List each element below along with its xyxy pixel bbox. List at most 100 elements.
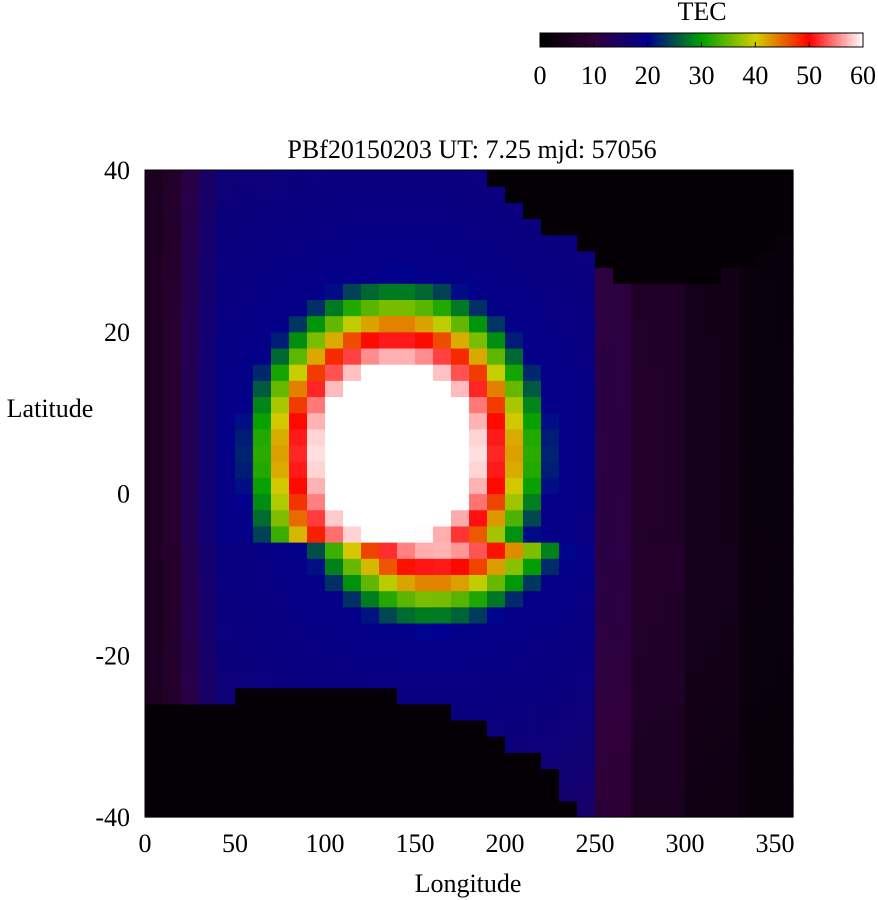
heatmap-cell xyxy=(181,234,200,252)
heatmap-cell xyxy=(379,687,398,705)
heatmap-cell xyxy=(325,800,344,818)
heatmap-cell xyxy=(163,493,182,511)
heatmap-cell xyxy=(703,364,722,381)
heatmap-cell xyxy=(703,736,722,753)
heatmap-cell xyxy=(757,267,776,284)
heatmap-cell xyxy=(343,283,362,300)
heatmap-cell xyxy=(505,768,524,786)
heatmap-cell xyxy=(163,509,182,527)
heatmap-cell xyxy=(541,671,560,689)
heatmap-cell xyxy=(199,347,218,365)
heatmap-cell xyxy=(235,283,254,300)
heatmap-cell xyxy=(487,250,506,268)
heatmap-cell xyxy=(397,461,416,478)
heatmap-cell xyxy=(145,315,164,333)
heatmap-cell xyxy=(487,736,506,753)
heatmap-cell xyxy=(487,719,506,737)
heatmap-cell xyxy=(289,250,308,268)
heatmap-cell xyxy=(325,267,344,284)
heatmap-cell xyxy=(649,768,668,786)
heatmap-cell xyxy=(307,525,326,543)
heatmap-cell xyxy=(451,283,470,300)
heatmap-cell xyxy=(145,444,164,462)
heatmap-cell xyxy=(199,186,218,203)
heatmap-cell xyxy=(595,380,614,398)
heatmap-cell xyxy=(649,574,668,592)
heatmap-cell xyxy=(469,558,488,575)
heatmap-cell xyxy=(253,202,272,220)
heatmap-cell xyxy=(487,493,506,511)
heatmap-cell xyxy=(595,622,614,640)
heatmap-cell xyxy=(397,509,416,527)
heatmap-cell xyxy=(397,736,416,753)
x-tick-label: 200 xyxy=(486,829,525,858)
heatmap-cell xyxy=(487,590,506,608)
heatmap-cell xyxy=(775,784,794,802)
heatmap-cell xyxy=(343,525,362,543)
heatmap-cell xyxy=(595,558,614,575)
heatmap-cell xyxy=(343,331,362,349)
heatmap-cell xyxy=(325,299,344,317)
heatmap-cell xyxy=(541,218,560,236)
heatmap-cell xyxy=(325,671,344,689)
heatmap-cell xyxy=(631,186,650,203)
heatmap-cell xyxy=(217,752,236,770)
colorbar-tick-label: 10 xyxy=(581,61,607,90)
heatmap-cell xyxy=(505,477,524,495)
heatmap-cell xyxy=(289,687,308,705)
heatmap-cell xyxy=(433,477,452,495)
heatmap-cell xyxy=(631,784,650,802)
heatmap-cell xyxy=(685,186,704,203)
heatmap-cell xyxy=(631,606,650,624)
heatmap-cell xyxy=(775,364,794,381)
plot-frame xyxy=(144,169,794,818)
heatmap-cell xyxy=(757,622,776,640)
heatmap-cell xyxy=(667,331,686,349)
heatmap-cell xyxy=(217,558,236,575)
heatmap-cell xyxy=(649,558,668,575)
heatmap-cell xyxy=(685,752,704,770)
heatmap-cell xyxy=(199,606,218,624)
heatmap-cell xyxy=(181,461,200,478)
heatmap-cell xyxy=(181,186,200,203)
heatmap-cell xyxy=(775,622,794,640)
heatmap-cell xyxy=(667,493,686,511)
heatmap-cell xyxy=(685,477,704,495)
heatmap-cell xyxy=(703,752,722,770)
heatmap-cell xyxy=(721,364,740,381)
heatmap-cell xyxy=(505,202,524,220)
heatmap-cell xyxy=(487,703,506,721)
heatmap-cell xyxy=(325,396,344,414)
heatmap-cell xyxy=(217,606,236,624)
heatmap-cell xyxy=(181,752,200,770)
heatmap-cell xyxy=(163,622,182,640)
heatmap-cell xyxy=(703,655,722,673)
heatmap-cell xyxy=(649,639,668,656)
heatmap-cell xyxy=(271,170,290,187)
heatmap-cell xyxy=(361,655,380,673)
heatmap-cell xyxy=(343,639,362,656)
heatmap-cell xyxy=(181,719,200,737)
heatmap-cell xyxy=(721,267,740,284)
heatmap-cell xyxy=(613,461,632,478)
heatmap-cell xyxy=(523,170,542,187)
x-axis-ticks: 0 50 100 150 200 250 300 350 xyxy=(139,829,795,858)
heatmap-cell xyxy=(199,671,218,689)
heatmap-cell xyxy=(649,364,668,381)
heatmap-cell xyxy=(523,622,542,640)
heatmap-cell xyxy=(721,444,740,462)
heatmap-cell xyxy=(505,364,524,381)
heatmap-cell xyxy=(469,671,488,689)
heatmap-cell xyxy=(667,364,686,381)
heatmap-cell xyxy=(415,267,434,284)
heatmap-cell xyxy=(397,250,416,268)
heatmap-cell xyxy=(325,202,344,220)
heatmap-cell xyxy=(487,428,506,446)
heatmap-cell xyxy=(307,218,326,236)
heatmap-cell xyxy=(199,687,218,705)
heatmap-cell xyxy=(487,639,506,656)
heatmap-cell xyxy=(307,380,326,398)
heatmap-cell xyxy=(163,784,182,802)
heatmap-cell xyxy=(289,218,308,236)
heatmap-cell xyxy=(325,331,344,349)
